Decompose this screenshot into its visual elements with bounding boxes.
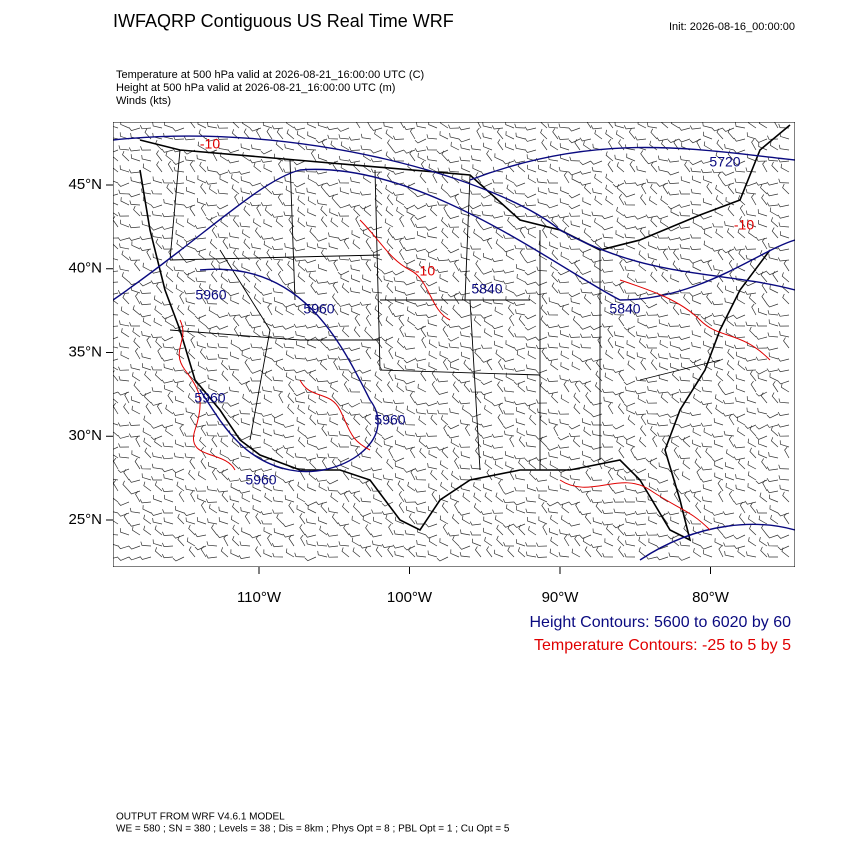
temperature-contours [178,219,771,531]
contour-label: 5960 [195,287,226,303]
field: Temperature at 500 hPa valid at 2026-08-… [116,69,424,81]
contour-label: 5720 [709,154,740,170]
lon-label: 80°W [692,589,730,606]
lon-label: 90°W [542,589,580,606]
field: Height at 500 hPa valid at 2026-08-21_16… [116,82,395,94]
legend-temperature: Temperature Contours: -25 to 5 by 5 [534,637,791,654]
legend-height: Height Contours: 5600 to 6020 by 60 [529,614,791,631]
graticule-labels: 45°N 40°N 35°N 30°N 25°N 110°W 100°W 90°W 80°W [68,176,729,606]
contour-label: -10 [734,217,754,233]
lat-label: 40°N [68,260,102,277]
lat-label: 45°N [68,176,102,193]
footer: OUTPUT FROM WRF V4.6.1 MODEL [116,812,285,823]
contour-label: 5960 [245,472,276,488]
lat-label: 25°N [68,511,102,528]
title: IWFAQRP Contiguous US Real Time WRF [113,11,454,31]
init: Init: 2026-08-16_00:00:00 [669,21,795,33]
height-contours [113,135,795,561]
contour-label: 5960 [374,412,405,428]
contour-label: -10 [415,263,435,279]
wind-barbs [113,122,790,562]
footer: WE = 580 ; SN = 380 ; Levels = 38 ; Dis … [116,824,510,835]
contour-label: 5960 [303,301,334,317]
lon-label: 110°W [237,589,282,606]
contour-label: 5960 [194,390,225,406]
lon-label: 100°W [387,589,433,606]
lat-label: 35°N [68,343,102,360]
contour-label: -10 [200,136,220,152]
lat-label: 30°N [68,427,102,444]
state-lines [169,149,721,471]
field: Winds (kts) [116,95,171,107]
contour-label: 5840 [471,281,502,297]
contour-label: 5840 [609,301,640,317]
map [113,122,795,567]
